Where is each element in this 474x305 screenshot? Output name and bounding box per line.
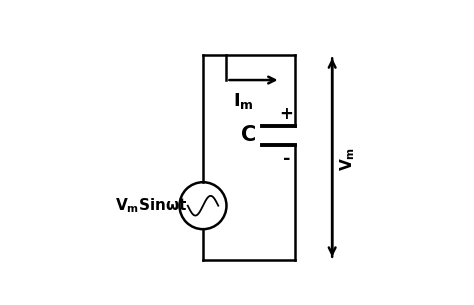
Text: $\mathbf{V_m}$: $\mathbf{V_m}$ bbox=[338, 147, 357, 171]
Text: $\mathbf{V_m}$$\mathbf{Sin\omega t}$: $\mathbf{V_m}$$\mathbf{Sin\omega t}$ bbox=[115, 196, 188, 215]
Text: C: C bbox=[241, 125, 256, 145]
Text: -: - bbox=[283, 150, 290, 168]
Text: $\mathbf{I_m}$: $\mathbf{I_m}$ bbox=[233, 91, 253, 111]
Text: +: + bbox=[280, 105, 293, 123]
